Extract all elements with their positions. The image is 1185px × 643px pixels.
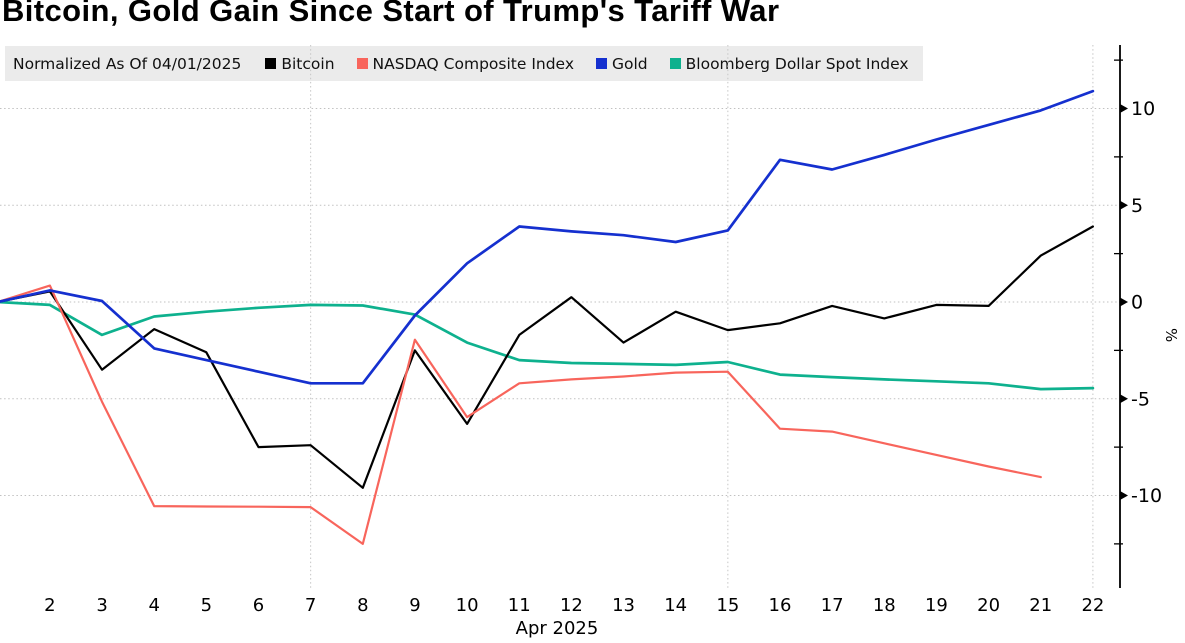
x-tick-label: 19 [925, 595, 948, 616]
x-tick-label: 3 [96, 595, 107, 616]
series-line-bloomberg-dollar-spot-index [0, 300, 1095, 391]
legend-item-label: NASDAQ Composite Index [372, 54, 574, 73]
legend-item-label: Bitcoin [281, 54, 335, 73]
x-tick-label: 16 [769, 595, 792, 616]
series-line-nasdaq-composite-index [0, 284, 1042, 546]
x-tick-label: 7 [305, 595, 316, 616]
legend: Normalized As Of 04/01/2025 Bitcoin NASDA… [5, 46, 923, 81]
y-tick-label: -10 [1131, 485, 1162, 507]
x-tick-label: 22 [1081, 595, 1104, 616]
x-tick-label: 2 [44, 595, 55, 616]
x-tick-label: 10 [456, 595, 479, 616]
y-axis-unit-label: % [1162, 328, 1180, 342]
swatch-icon [596, 58, 607, 69]
y-tick-label: 0 [1131, 292, 1143, 314]
y-major-tick-arrow-icon [1120, 104, 1128, 113]
x-tick-label: 12 [560, 595, 583, 616]
legend-item-label: Gold [612, 54, 648, 73]
legend-item-bitcoin: Bitcoin [265, 54, 335, 73]
x-tick-label: 6 [253, 595, 264, 616]
swatch-icon [265, 58, 277, 69]
y-major-tick-arrow-icon [1120, 394, 1128, 404]
legend-item-nasdaq-composite-index: NASDAQ Composite Index [356, 54, 574, 73]
x-tick-label: 9 [409, 595, 420, 616]
x-tick-label: 21 [1029, 595, 1052, 616]
series-line-gold [0, 89, 1095, 385]
y-tick-label: 5 [1131, 195, 1143, 217]
x-tick-label: 15 [716, 595, 739, 616]
x-tick-label: 17 [821, 595, 844, 616]
y-tick-label: 10 [1131, 98, 1155, 120]
y-major-tick-arrow-icon [1120, 491, 1128, 500]
legend-note: Normalized As Of 04/01/2025 [13, 54, 242, 73]
y-major-tick-arrow-icon [1120, 200, 1128, 210]
legend-item-bloomberg-dollar-spot-index: Bloomberg Dollar Spot Index [669, 54, 909, 73]
x-tick-label: 11 [508, 595, 531, 616]
x-tick-label: 4 [148, 595, 159, 616]
y-tick-label: -5 [1131, 388, 1150, 410]
x-tick-label: 14 [664, 595, 687, 616]
legend-items: Bitcoin NASDAQ Composite Index Gold Bloombe… [265, 54, 909, 73]
swatch-icon [356, 58, 368, 69]
x-tick-label: 5 [201, 595, 212, 616]
x-tick-label: 13 [612, 595, 635, 616]
x-tick-label: 8 [357, 595, 368, 616]
legend-item-gold: Gold [596, 55, 648, 73]
y-major-tick-arrow-icon [1120, 297, 1128, 307]
swatch-icon [669, 58, 681, 69]
legend-item-label: Bloomberg Dollar Spot Index [685, 54, 909, 73]
x-tick-label: 20 [977, 595, 1000, 616]
x-axis-title: Apr 2025 [516, 618, 599, 639]
chart-title: Bitcoin, Gold Gain Since Start of Trump'… [2, 0, 780, 28]
series-line-bitcoin [0, 225, 1095, 489]
x-tick-label: 18 [873, 595, 896, 616]
